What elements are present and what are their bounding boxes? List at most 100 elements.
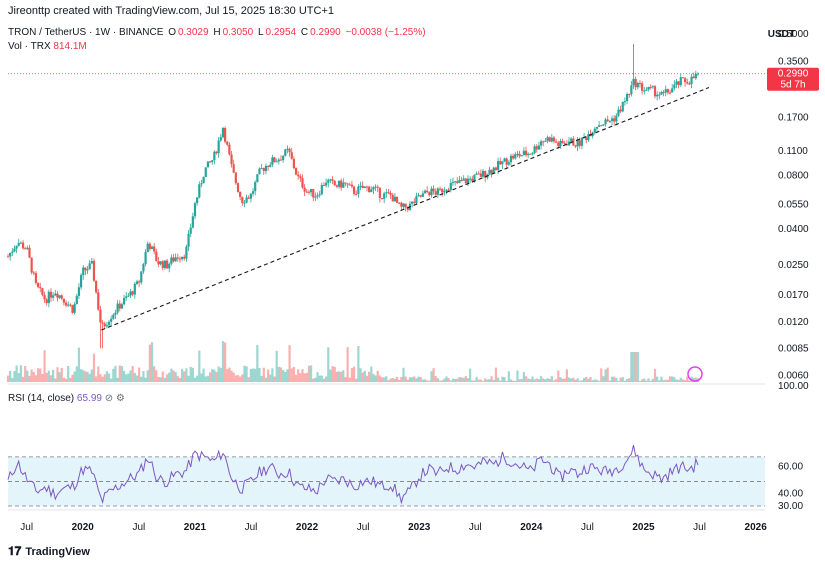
candle-body: [279, 159, 283, 161]
candle-body: [67, 304, 70, 306]
candle-body: [368, 186, 371, 193]
candle-body: [320, 184, 323, 195]
candle-body: [335, 185, 338, 187]
candle-body: [557, 142, 560, 147]
change-value: −0.0038 (−1.25%): [345, 27, 426, 38]
volume-bar: [593, 379, 596, 382]
volume-bar: [24, 366, 27, 382]
low-value: 0.2954: [265, 27, 297, 38]
symbol-label[interactable]: TRON / TetherUS · 1W · BINANCE: [8, 27, 164, 38]
candle-body: [30, 257, 33, 273]
hide-icon[interactable]: ⊘: [104, 393, 114, 404]
volume-bar: [170, 368, 173, 382]
volume-bar: [181, 368, 184, 382]
candle-body: [292, 158, 295, 168]
candle-body: [191, 216, 194, 228]
candle-body: [522, 150, 525, 156]
volume-bar: [309, 365, 313, 382]
alert-flash-icon[interactable]: [687, 366, 703, 382]
candle-body: [352, 186, 356, 194]
candle-body: [224, 127, 227, 142]
candle-body: [374, 186, 377, 188]
volume-bar: [333, 366, 336, 382]
candle-body: [140, 271, 143, 283]
candle-body: [189, 227, 192, 234]
rsi-label[interactable]: RSI (14, close): [8, 393, 75, 404]
candle-body: [475, 173, 478, 175]
time-axis-label: Jul: [357, 522, 370, 533]
volume-bar: [135, 375, 139, 382]
volume-bar: [286, 369, 289, 382]
volume-bar: [587, 378, 590, 382]
volume-bar: [683, 380, 687, 382]
candle-body: [501, 161, 504, 165]
candle-body: [142, 264, 145, 272]
candle-body: [322, 184, 326, 186]
volume-bar: [239, 376, 242, 382]
volume-bar: [153, 366, 156, 382]
volume-bar: [666, 379, 669, 382]
candle-body: [215, 151, 218, 154]
candle-body: [247, 197, 250, 199]
volume-bar: [335, 371, 338, 382]
last-price-tag: [767, 67, 819, 91]
volume-bar: [398, 379, 401, 382]
candle-body: [576, 140, 579, 147]
candle-body: [275, 161, 278, 163]
candle-body: [148, 243, 151, 250]
candle-body: [262, 168, 265, 172]
candle-body: [621, 102, 624, 112]
candle-body: [643, 90, 646, 92]
candle-body: [550, 137, 553, 142]
volume-bar: [643, 378, 646, 382]
candle-body: [595, 126, 599, 129]
volume-bar: [529, 379, 532, 382]
candle-body: [578, 140, 581, 146]
settings-icon[interactable]: ⚙: [115, 393, 125, 404]
volume-bar: [385, 376, 388, 382]
candle-body: [378, 187, 381, 199]
volume-bar: [413, 376, 416, 382]
candle-body: [484, 170, 487, 178]
candle-body: [383, 193, 386, 199]
volume-bar: [651, 378, 654, 382]
candle-body: [13, 248, 16, 252]
volume-bar: [148, 344, 151, 382]
volume-bar: [423, 379, 427, 382]
volume-label[interactable]: Vol · TRX: [8, 41, 51, 52]
volume-bar: [679, 377, 682, 382]
candle-body: [623, 101, 627, 103]
volume-bar: [331, 366, 334, 382]
volume-bar: [144, 377, 147, 382]
volume-bar: [249, 369, 252, 382]
volume-bar: [312, 378, 315, 382]
volume-bar: [533, 379, 536, 382]
volume-bar: [294, 374, 298, 382]
volume-bar: [509, 379, 513, 382]
candle-body: [28, 247, 31, 258]
candle-body: [696, 73, 700, 75]
candle-body: [389, 192, 392, 195]
candle-body: [400, 202, 403, 207]
time-axis-label: Jul: [581, 522, 594, 533]
volume-bar: [668, 376, 672, 382]
volume-bar: [531, 376, 534, 382]
candle-body: [673, 84, 676, 89]
volume-bar: [168, 372, 171, 382]
rsi-value: 65.99: [76, 393, 102, 404]
volume-bar: [520, 378, 523, 382]
candle-body: [112, 314, 115, 319]
candle-body: [385, 192, 388, 194]
candle-body: [533, 146, 536, 154]
volume-bar: [217, 366, 220, 382]
candle-body: [570, 138, 573, 142]
volume-bar: [92, 353, 96, 382]
volume-bar: [578, 380, 581, 382]
volume-bar: [486, 379, 489, 382]
volume-bar: [52, 369, 55, 382]
candle-body: [516, 153, 519, 155]
candle-body: [507, 162, 510, 165]
volume-bar: [54, 378, 57, 382]
volume-bar: [17, 373, 20, 382]
